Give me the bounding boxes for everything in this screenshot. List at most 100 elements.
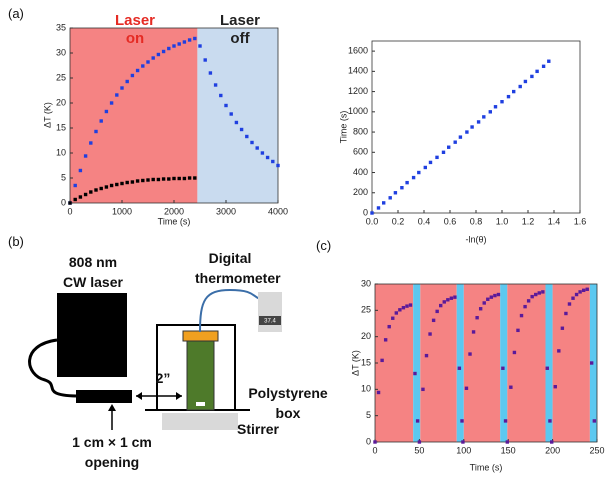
data-point bbox=[172, 176, 176, 181]
data-point bbox=[125, 79, 129, 84]
data-point bbox=[135, 68, 140, 73]
y-tick-label: 30 bbox=[361, 278, 371, 288]
data-point bbox=[388, 196, 392, 200]
data-point bbox=[400, 186, 404, 190]
y-tick-label: 600 bbox=[353, 147, 368, 157]
data-point bbox=[224, 103, 228, 108]
data-point bbox=[550, 440, 554, 444]
laser-source bbox=[57, 293, 127, 377]
data-point bbox=[489, 295, 494, 299]
data-point bbox=[255, 146, 259, 150]
data-point bbox=[373, 440, 377, 444]
data-point bbox=[417, 440, 422, 444]
data-point bbox=[109, 183, 114, 188]
y-axis-label: ΔT (K) bbox=[350, 350, 360, 376]
y-tick-label: 25 bbox=[361, 305, 371, 315]
data-point bbox=[503, 419, 508, 423]
data-point bbox=[99, 186, 103, 191]
data-point bbox=[541, 290, 545, 294]
data-point bbox=[401, 306, 406, 310]
data-point bbox=[421, 387, 425, 392]
x-tick-label: 0.4 bbox=[418, 216, 431, 226]
y-tick-label: 1000 bbox=[348, 106, 368, 116]
data-point bbox=[94, 188, 98, 192]
data-point bbox=[557, 349, 561, 353]
data-point bbox=[574, 292, 579, 297]
data-point bbox=[130, 73, 135, 78]
data-point bbox=[560, 326, 565, 330]
cuvette bbox=[186, 339, 215, 411]
data-point bbox=[276, 163, 280, 168]
box-outline bbox=[156, 324, 236, 410]
data-point bbox=[394, 311, 399, 315]
data-point bbox=[435, 155, 439, 160]
data-point bbox=[245, 134, 249, 139]
thermometer-screen bbox=[259, 316, 281, 325]
y-tick-label: 800 bbox=[353, 126, 368, 136]
thermometer-reading: 37.4 bbox=[264, 319, 276, 325]
data-point bbox=[120, 86, 124, 90]
shaded-region bbox=[500, 284, 508, 442]
data-point bbox=[68, 201, 72, 205]
data-point bbox=[146, 60, 150, 64]
y-tick-label: 0 bbox=[366, 436, 371, 446]
data-point bbox=[193, 36, 197, 41]
data-point bbox=[567, 302, 572, 306]
data-point bbox=[219, 93, 223, 98]
data-point bbox=[411, 175, 416, 180]
data-point bbox=[208, 71, 213, 75]
y-tick-label: 20 bbox=[56, 97, 66, 107]
data-point bbox=[156, 177, 161, 182]
data-point bbox=[405, 180, 409, 185]
data-point bbox=[167, 177, 171, 181]
data-point bbox=[537, 291, 541, 295]
y-tick-label: 25 bbox=[56, 72, 66, 82]
data-point bbox=[130, 180, 135, 184]
data-point bbox=[470, 125, 474, 129]
data-point bbox=[442, 300, 446, 304]
data-point bbox=[553, 385, 557, 389]
shaded-region bbox=[70, 28, 198, 203]
laser-label: 808 nm CW laser bbox=[63, 254, 123, 290]
x-tick-label: 200 bbox=[545, 445, 560, 455]
data-point bbox=[534, 292, 538, 297]
data-point bbox=[428, 160, 433, 165]
y-tick-label: 0 bbox=[61, 197, 66, 207]
data-point bbox=[500, 100, 504, 104]
x-tick-label: 1000 bbox=[112, 206, 132, 216]
data-point bbox=[417, 170, 421, 175]
data-point bbox=[571, 296, 575, 300]
shaded-region bbox=[197, 28, 278, 203]
data-point bbox=[523, 304, 527, 309]
data-point bbox=[446, 298, 450, 302]
data-point bbox=[104, 185, 109, 189]
data-point bbox=[476, 120, 481, 124]
data-point bbox=[519, 313, 524, 318]
data-point bbox=[548, 419, 552, 423]
y-tick-label: 1200 bbox=[348, 86, 368, 96]
data-point bbox=[239, 127, 244, 132]
x-tick-label: 3000 bbox=[216, 206, 236, 216]
data-point bbox=[493, 293, 497, 298]
data-point bbox=[78, 195, 83, 199]
y-tick-label: 10 bbox=[361, 384, 371, 394]
data-point bbox=[167, 46, 171, 51]
arrowhead bbox=[108, 404, 116, 411]
data-point bbox=[182, 40, 187, 44]
opening-label: 1 cm × 1 cm opening bbox=[72, 434, 152, 470]
data-point bbox=[177, 176, 181, 181]
y-axis-label: ΔT (K) bbox=[42, 102, 52, 128]
shaded-region bbox=[420, 284, 457, 442]
cuvette-cap bbox=[182, 330, 219, 342]
data-point bbox=[471, 330, 476, 334]
data-point bbox=[526, 299, 531, 303]
y-axis-label: Time (s) bbox=[338, 111, 348, 144]
data-point bbox=[265, 155, 270, 160]
data-point bbox=[447, 145, 451, 149]
y-tick-label: 5 bbox=[366, 410, 371, 420]
data-point bbox=[213, 83, 218, 87]
data-point bbox=[141, 178, 145, 183]
stir-bar bbox=[196, 402, 205, 406]
